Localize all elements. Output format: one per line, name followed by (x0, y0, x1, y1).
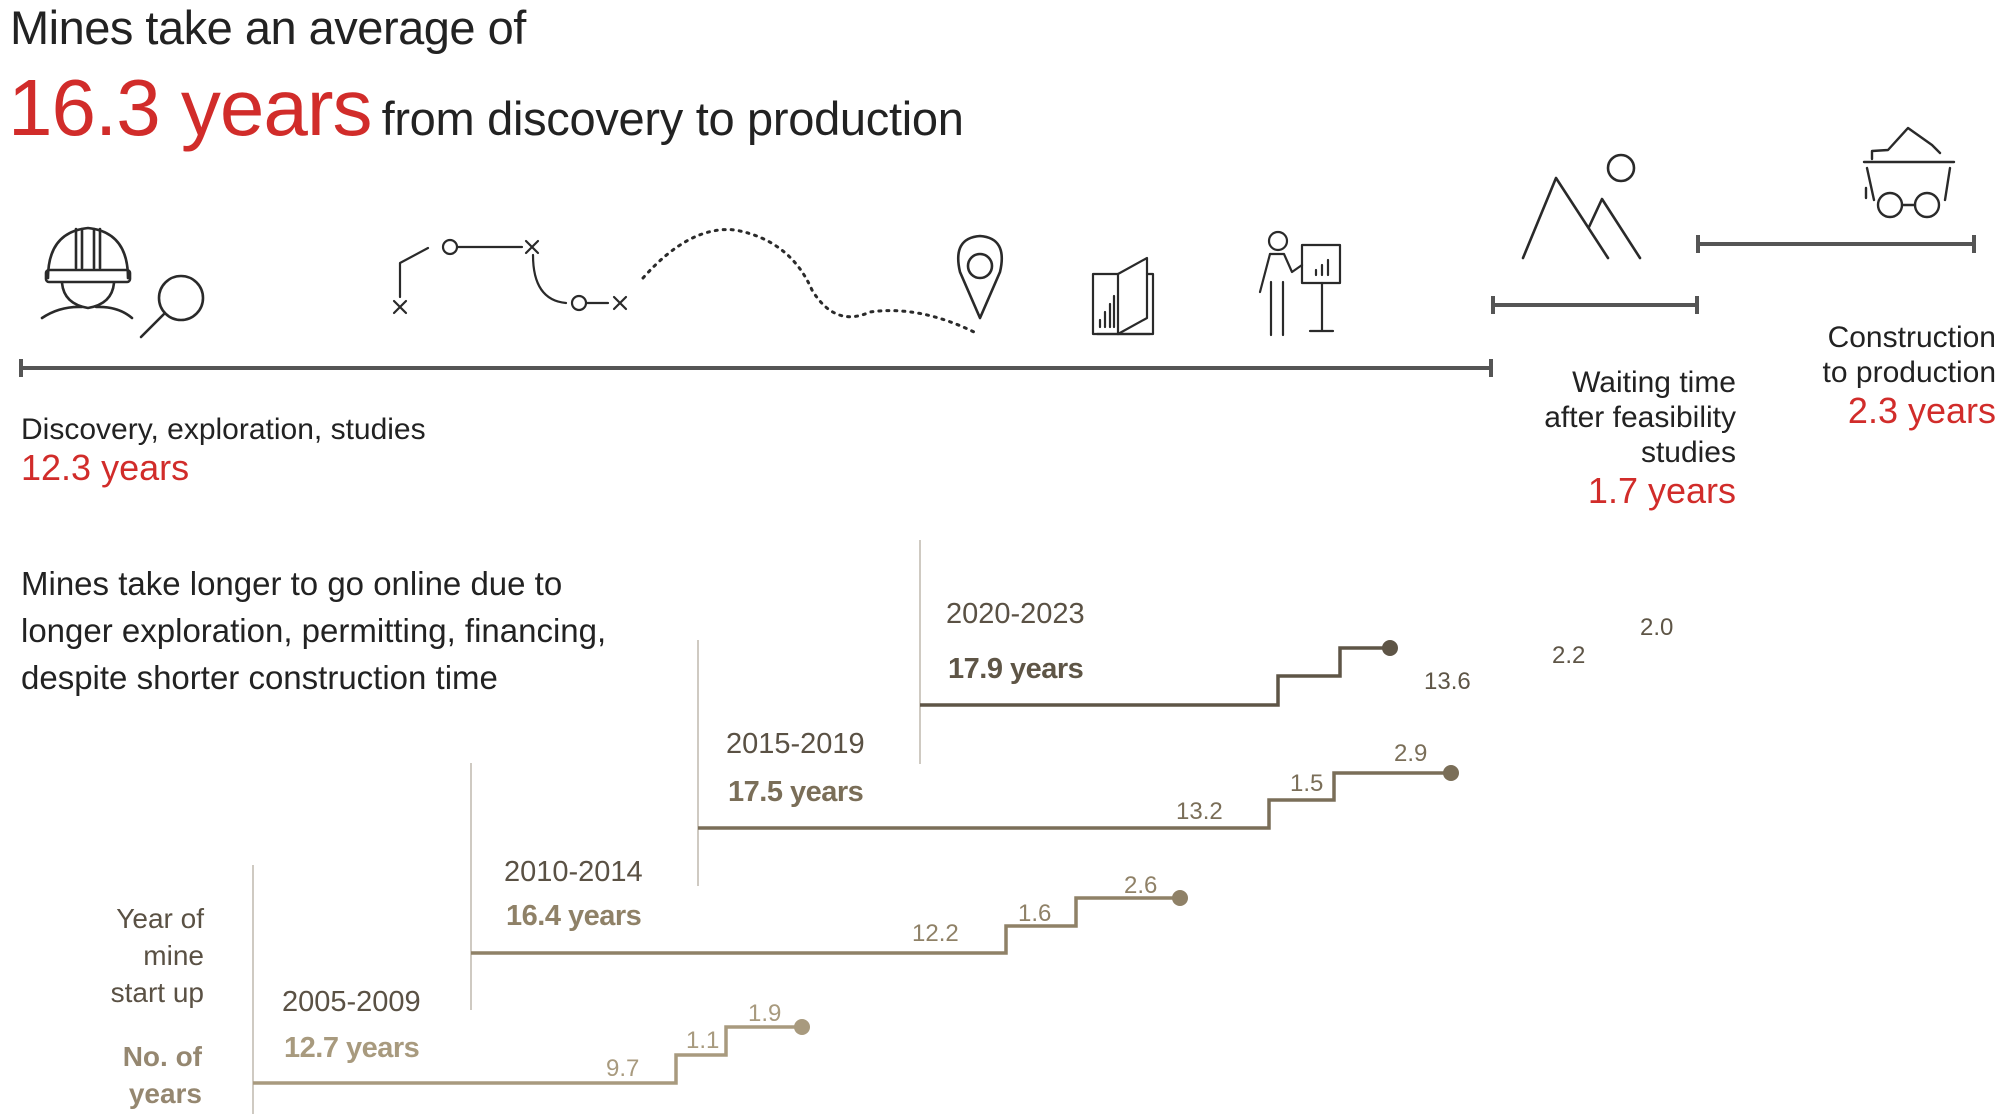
headline-intro: Mines take an average of (10, 1, 526, 54)
seg-label-2020-discovery: 13.6 (1424, 668, 1471, 695)
axis-caption-period-2: mine (143, 940, 204, 971)
summary-text: Mines take longer to go online due to lo… (21, 565, 607, 696)
stage-discovery-label: Discovery, exploration, studies (21, 413, 426, 446)
seg-label-2020-construction: 2.0 (1640, 614, 1674, 641)
seg-label-2015-discovery: 13.2 (1176, 798, 1223, 825)
mountains-sun-icon (1521, 153, 1642, 260)
axis-caption-period: Year of mine start up (80, 900, 204, 1011)
headline-rest: from discovery to production (381, 92, 964, 145)
axis-caption-years-1: No. of (122, 1041, 202, 1072)
stage-waiting-label-2: after feasibility (1544, 401, 1736, 434)
stage-construction-label-1: Construction (1827, 321, 1996, 354)
period-label-2020-2023: 2020-2023 (946, 598, 1085, 630)
axis-caption-period-3: start up (110, 977, 204, 1008)
axis-caption-years-2: years (128, 1078, 202, 1109)
period-total-2010-2014: 16.4 years (506, 900, 642, 932)
period-label-2005-2009: 2005-2009 (282, 986, 421, 1018)
axis-caption-period-1: Year of (116, 903, 204, 934)
seg-label-2015-construction: 2.9 (1394, 740, 1428, 767)
seg-label-2010-waiting: 1.6 (1018, 900, 1052, 927)
stage-waiting: Waiting time after feasibility studies 1… (1440, 365, 1736, 512)
stage-construction-value: 2.3 years (1847, 390, 1996, 431)
timeline-construction (1696, 235, 1976, 253)
period-label-2015-2019: 2015-2019 (726, 728, 865, 760)
geologist-hardhat-icon (40, 226, 134, 320)
step-series-2020-2023 (920, 640, 1398, 707)
strategy-path-icon (392, 238, 628, 315)
headline-highlight-value: 16.3 years (8, 63, 373, 152)
magnifier-icon (139, 274, 205, 339)
headline-main: 16.3 years from discovery to production (8, 62, 964, 154)
seg-label-2005-waiting: 1.1 (686, 1027, 720, 1054)
stage-construction-label-2: to production (1822, 356, 1996, 389)
period-total-2005-2009: 12.7 years (284, 1032, 420, 1064)
report-book-icon (1091, 256, 1155, 336)
mine-cart-icon (1862, 126, 1956, 219)
seg-label-2005-discovery: 9.7 (606, 1055, 640, 1082)
timeline-discovery (19, 359, 1493, 377)
seg-label-2020-waiting: 2.2 (1552, 642, 1586, 669)
stage-discovery: Discovery, exploration, studies 12.3 yea… (21, 412, 426, 489)
presenter-chart-icon (1258, 230, 1342, 337)
period-dividers (252, 540, 921, 1114)
seg-label-2010-construction: 2.6 (1124, 872, 1158, 899)
location-pin-icon (956, 234, 1004, 320)
axis-caption-years: No. of years (80, 1038, 202, 1112)
seg-label-2010-discovery: 12.2 (912, 920, 959, 947)
period-label-2010-2014: 2010-2014 (504, 856, 643, 888)
seg-label-2015-waiting: 1.5 (1290, 770, 1324, 797)
timeline-waiting (1491, 296, 1699, 314)
step-series-2010-2014 (471, 890, 1188, 955)
stage-waiting-label-1: Waiting time (1572, 366, 1736, 399)
stage-timelines (19, 235, 1976, 377)
seg-label-2005-construction: 1.9 (748, 1000, 782, 1027)
step-series-2005-2009 (253, 1019, 810, 1085)
stage-discovery-value: 12.3 years (21, 447, 190, 488)
stage-waiting-value: 1.7 years (1587, 470, 1736, 511)
stage-construction: Construction to production 2.3 years (1700, 320, 1996, 432)
period-total-2020-2023: 17.9 years (948, 653, 1084, 685)
dotted-route-icon (641, 228, 978, 335)
stage-waiting-label-3: studies (1640, 436, 1736, 469)
period-total-2015-2019: 17.5 years (728, 776, 864, 808)
step-series-2015-2019 (698, 765, 1459, 830)
